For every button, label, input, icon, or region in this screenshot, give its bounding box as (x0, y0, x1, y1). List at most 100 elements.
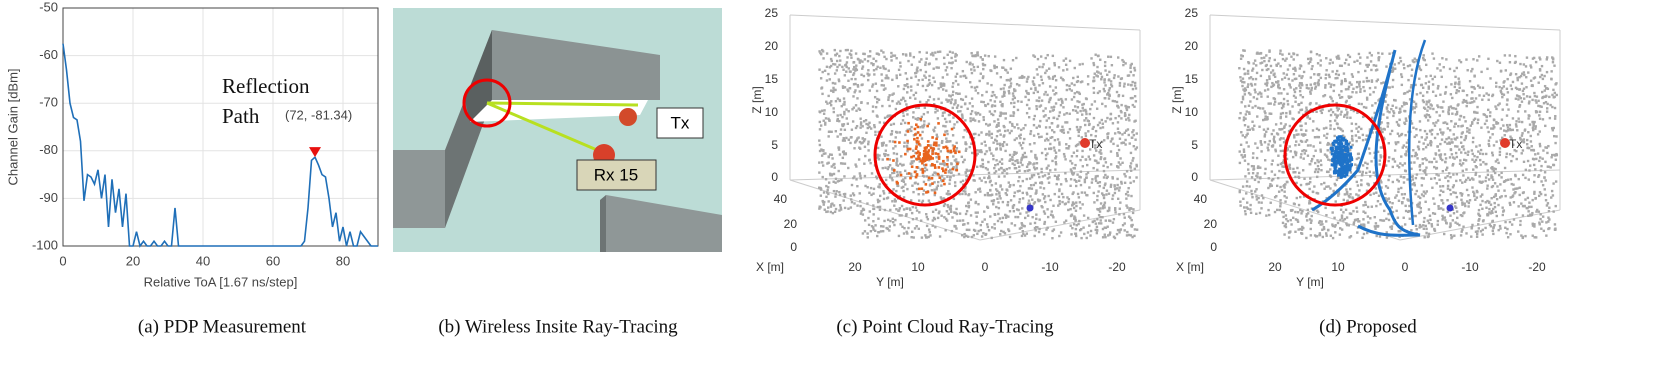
cloud-point (1124, 216, 1126, 218)
cloud-point (1243, 206, 1245, 208)
cloud-point (893, 204, 895, 206)
cloud-point (1534, 168, 1536, 170)
cloud-point (1466, 127, 1468, 129)
cloud-point (822, 71, 824, 73)
cloud-point (1530, 140, 1532, 142)
cloud-point (1450, 120, 1452, 122)
cloud-point (1298, 204, 1300, 206)
cloud-point (1300, 184, 1302, 186)
cloud-point (1093, 154, 1095, 156)
cloud-point (1352, 210, 1354, 212)
reflection-point (931, 136, 934, 139)
cloud-point (1523, 71, 1525, 73)
cloud-point (1258, 52, 1260, 54)
cloud-point (1446, 199, 1448, 201)
cloud-point (1445, 222, 1447, 224)
cloud-point (1528, 206, 1530, 208)
cloud-point (1504, 221, 1506, 223)
cloud-point (1478, 209, 1480, 211)
cloud-point (973, 234, 975, 236)
cloud-point (1451, 153, 1453, 155)
cloud-point (913, 160, 915, 162)
cloud-point (1034, 227, 1036, 229)
cloud-point (1387, 125, 1389, 127)
cloud-point (1133, 67, 1135, 69)
cloud-point (1493, 170, 1495, 172)
cloud-point (1496, 159, 1498, 161)
cloud-point (1132, 74, 1134, 76)
cloud-point (1096, 195, 1098, 197)
cloud-point (966, 108, 968, 110)
cloud-point (945, 137, 947, 139)
cloud-point (1069, 137, 1071, 139)
cloud-point (1345, 59, 1347, 61)
cloud-point (1013, 210, 1015, 212)
cloud-point (1541, 220, 1543, 222)
cloud-point (949, 51, 951, 53)
cloud-point (947, 190, 949, 192)
cloud-point (1257, 181, 1259, 183)
cloud-point (890, 124, 892, 126)
cloud-point (1068, 113, 1070, 115)
reflection-point (953, 147, 956, 150)
cloud-point (891, 172, 893, 174)
cloud-point (1058, 200, 1060, 202)
cloud-point (1292, 156, 1294, 158)
cloud-point (1551, 127, 1553, 129)
cloud-point (1009, 236, 1011, 238)
reflection-point (906, 140, 909, 143)
cloud-point (1055, 102, 1057, 104)
cloud-point (1488, 201, 1490, 203)
cloud-point (877, 206, 879, 208)
cloud-point (1323, 226, 1325, 228)
cloud-point (1271, 160, 1273, 162)
cloud-point (1001, 158, 1003, 160)
cloud-point (1433, 57, 1435, 59)
cloud-point (1295, 96, 1297, 98)
cloud-point (836, 66, 838, 68)
cloud-point (1296, 197, 1298, 199)
cloud-point (1049, 85, 1051, 87)
cloud-point (1337, 127, 1339, 129)
cloud-point (832, 212, 834, 214)
cloud-point (1429, 116, 1431, 118)
cloud-point (1116, 101, 1118, 103)
cloud-point (1540, 180, 1542, 182)
cloud-point (1401, 76, 1403, 78)
cloud-point (1300, 153, 1302, 155)
cloud-point (867, 127, 869, 129)
cloud-point (926, 169, 928, 171)
cloud-point (1103, 81, 1105, 83)
cloud-point (1388, 175, 1390, 177)
cloud-point (838, 191, 840, 193)
cloud-point (1313, 73, 1315, 75)
cloud-point (1248, 111, 1250, 113)
cloud-point (1108, 209, 1110, 211)
cloud-point (888, 69, 890, 71)
cloud-point (1117, 198, 1119, 200)
cloud-point (940, 215, 942, 217)
cloud-point (1052, 89, 1054, 91)
cloud-point (1428, 208, 1430, 210)
cloud-point (1319, 64, 1321, 66)
cloud-point (1490, 197, 1492, 199)
cloud-point (903, 145, 905, 147)
cloud-point (1047, 195, 1049, 197)
cloud-point (1489, 115, 1491, 117)
cloud-point (1041, 66, 1043, 68)
cloud-point (1325, 232, 1327, 234)
cloud-point (1534, 197, 1536, 199)
cloud-point (1548, 210, 1550, 212)
rx-point (1027, 205, 1034, 212)
cloud-point (952, 174, 954, 176)
cloud-point (1489, 77, 1491, 79)
cloud-point (847, 167, 849, 169)
cloud-point (874, 224, 876, 226)
cloud-point (1034, 168, 1036, 170)
cloud-point (820, 188, 822, 190)
cloud-point (1114, 100, 1116, 102)
cloud-point (1259, 62, 1261, 64)
cloud-point (1404, 169, 1406, 171)
cloud-point (989, 215, 991, 217)
cloud-point (1445, 138, 1447, 140)
